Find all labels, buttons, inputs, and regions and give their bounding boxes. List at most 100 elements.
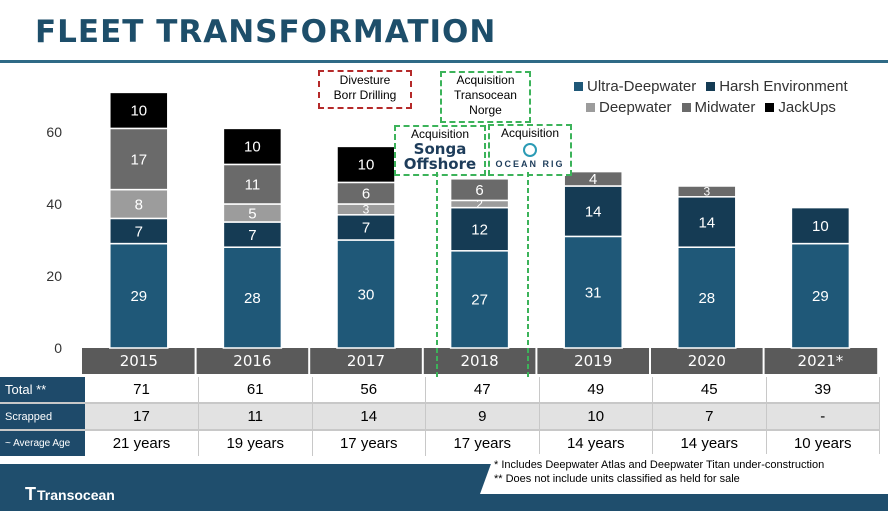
legend-label: JackUps — [778, 99, 836, 116]
bar-value-label: 28 — [244, 290, 261, 307]
bar-segment-harsh-environment — [563, 185, 623, 238]
y-tick-label: 40 — [46, 196, 62, 212]
table-cell: 14 — [312, 403, 426, 431]
bar-value-label: 6 — [475, 182, 483, 199]
bar-value-label: 7 — [248, 227, 256, 244]
table-cell: 7 — [652, 403, 767, 431]
bar-value-label: 7 — [362, 220, 370, 237]
legend-swatch — [681, 103, 691, 112]
table-cell: 17 years — [312, 430, 426, 456]
bar-segment-ultra-deepwater — [790, 242, 851, 349]
table-cell: 17 — [85, 403, 199, 431]
bar-value-label: 10 — [130, 103, 147, 120]
legend-label: Harsh Environment — [719, 78, 848, 95]
legend-swatch — [586, 103, 595, 112]
bar-segment-ultra-deepwater — [563, 235, 623, 349]
legend-swatch — [765, 103, 775, 112]
footnotes: * Includes Deepwater Atlas and Deepwater… — [494, 458, 824, 486]
table-cell: 17 years — [425, 430, 540, 456]
bar-segment-harsh-environment — [790, 206, 851, 245]
x-tick-label: 2018 — [461, 352, 499, 370]
category-band — [82, 348, 878, 374]
bar-segment-harsh-environment — [449, 206, 510, 252]
legend-item-deepwater: Deepwater — [586, 99, 672, 116]
divesture-line-2: Borr Drilling — [333, 88, 397, 102]
footnote-2: ** Does not include units classified as … — [494, 473, 740, 485]
legend-item-jackups: JackUps — [765, 99, 836, 116]
table-cell: 19 years — [198, 430, 313, 456]
bar-segment-ultra-deepwater — [336, 239, 396, 349]
bar-value-label: 27 — [471, 292, 488, 309]
y-tick-label: 60 — [46, 124, 62, 140]
table-row-average-age: ~ Average Age 21 years 19 years 17 years… — [0, 430, 880, 456]
legend-label: Midwater — [694, 99, 756, 116]
bar-value-label: 30 — [358, 286, 375, 303]
table-cell: 49 — [539, 377, 653, 404]
bar-value-label: 4 — [589, 171, 597, 188]
table-cell: 39 — [766, 377, 880, 404]
bar-value-label: 7 — [135, 223, 143, 240]
table-cell: - — [766, 403, 880, 431]
table-cell: 9 — [425, 403, 540, 431]
bar-segment-midwater — [677, 185, 737, 198]
row-label: Scrapped — [0, 403, 85, 431]
table-cell: 14 years — [539, 430, 653, 456]
table-cell: 10 — [539, 403, 653, 431]
x-tick-label: 2019 — [574, 352, 612, 370]
bar-value-label: 28 — [698, 290, 715, 307]
bar-segment-harsh-environment — [677, 196, 737, 248]
title-rule — [0, 60, 888, 63]
bar-segment-jackups — [336, 145, 396, 184]
transocean-norge-callout: Acquisition Transocean Norge — [440, 71, 531, 123]
norge-line-3: Norge — [469, 103, 502, 117]
songa-acq-label: Acquisition — [410, 127, 470, 141]
bar-segment-harsh-environment — [336, 214, 396, 241]
legend: Ultra-Deepwater Harsh Environment Deepwa… — [574, 78, 884, 120]
bar-value-label: 2 — [476, 197, 483, 211]
bar-value-label: 29 — [130, 288, 147, 305]
bar-value-label: 3 — [703, 185, 710, 199]
footnote-1: * Includes Deepwater Atlas and Deepwater… — [494, 459, 825, 471]
bar-value-label: 14 — [698, 214, 715, 231]
legend-item-ultra-deepwater: Ultra-Deepwater — [574, 78, 696, 95]
x-tick-label: 2020 — [688, 352, 726, 370]
x-tick-label: 2015 — [120, 352, 158, 370]
bar-value-label: 10 — [244, 139, 261, 156]
table-cell: 45 — [652, 377, 767, 404]
bar-segment-midwater — [449, 178, 510, 202]
bar-value-label: 31 — [585, 284, 602, 301]
x-tick-label: 2017 — [347, 352, 385, 370]
ocean-acq-label: Acquisition — [500, 126, 560, 140]
bar-value-label: 17 — [130, 151, 147, 168]
row-label: Total ** — [0, 377, 85, 404]
legend-label: Ultra-Deepwater — [587, 78, 697, 95]
divesture-callout: Divesture Borr Drilling — [318, 70, 412, 109]
ocean-rig-logo-text: OCEAN RIG — [495, 159, 565, 169]
bar-value-label: 12 — [471, 221, 488, 238]
bar-value-label: 11 — [245, 176, 261, 193]
table-cell: 11 — [198, 403, 313, 431]
legend-row-2: Deepwater Midwater JackUps — [574, 99, 884, 116]
bar-value-label: 10 — [358, 157, 375, 174]
table-cell: 61 — [198, 377, 313, 404]
legend-swatch — [706, 82, 716, 91]
bar-segment-jackups — [222, 127, 283, 166]
legend-item-harsh-environment: Harsh Environment — [706, 78, 848, 95]
transocean-logo: TTransocean — [25, 484, 115, 505]
bar-value-label: 29 — [812, 288, 829, 305]
table-row-scrapped: Scrapped 17 11 14 9 10 7 - — [0, 403, 880, 431]
bar-segment-harsh-environment — [109, 217, 169, 245]
x-tick-label: 2021* — [798, 352, 844, 370]
bar-segment-ultra-deepwater — [109, 242, 169, 349]
y-tick-label: 20 — [46, 268, 62, 284]
logo-mark-icon: T — [25, 484, 36, 504]
row-label: ~ Average Age — [0, 430, 85, 456]
bar-value-label: 8 — [135, 196, 143, 213]
songa-logo-line-2: Offshore — [403, 155, 477, 173]
table-cell: 14 years — [652, 430, 767, 456]
logo-text: Transocean — [37, 487, 115, 503]
legend-row-1: Ultra-Deepwater Harsh Environment — [574, 78, 884, 95]
bar-segment-jackups — [109, 91, 169, 130]
table-cell: 56 — [312, 377, 426, 404]
bar-segment-midwater — [109, 127, 169, 191]
